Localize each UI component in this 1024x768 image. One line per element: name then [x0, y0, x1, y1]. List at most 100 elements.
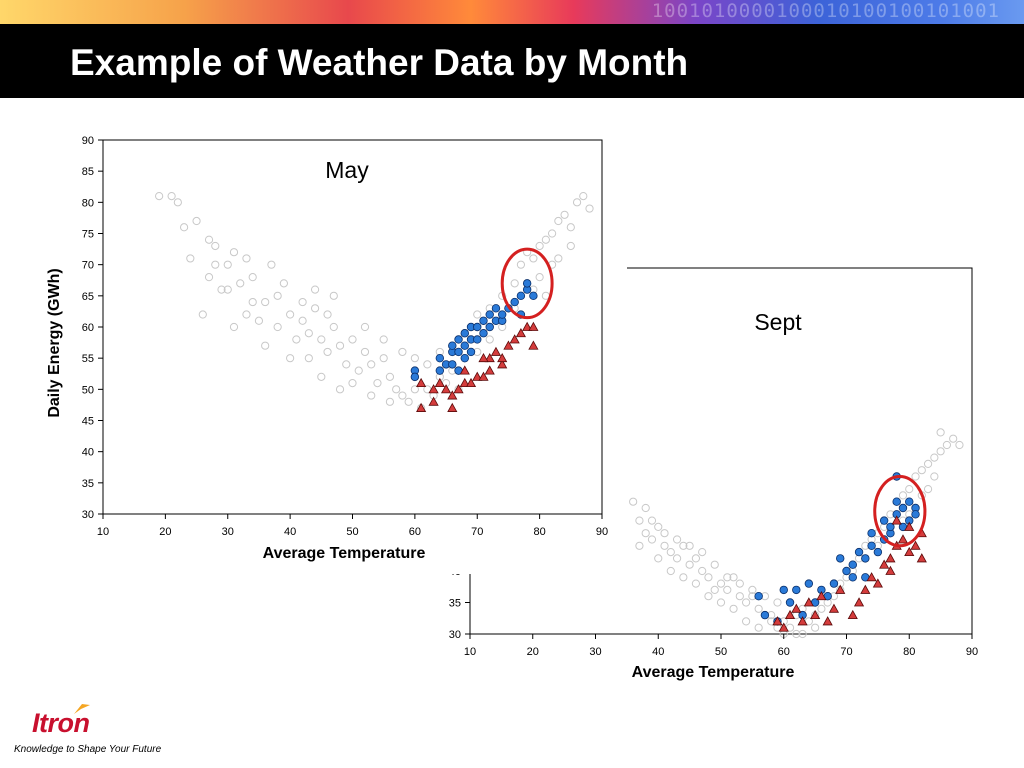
may-point-all-days: [179, 223, 189, 232]
may-point-all-days: [304, 354, 313, 363]
may-point-all-days: [204, 235, 214, 244]
sept-highlight-circle: [873, 475, 927, 548]
may-point-all-days: [211, 260, 220, 269]
may-point-all-days: [242, 310, 251, 319]
sept-point-all-days: [672, 535, 682, 544]
sept-point-all-days: [685, 560, 694, 569]
sept-point-all-days: [698, 566, 707, 576]
may-point-all-days: [273, 291, 282, 300]
sept-point-all-days: [723, 585, 732, 595]
may-point-all-days: [304, 329, 313, 338]
may-point-red: [509, 334, 520, 344]
sept-point-all-days: [798, 629, 807, 639]
may-point-all-days: [579, 192, 588, 201]
sept-point-blue: [779, 585, 788, 595]
sept-point-all-days: [716, 598, 726, 607]
may-point-all-days: [379, 335, 388, 344]
may-point-all-days: [335, 341, 345, 350]
sept-point-blue: [861, 554, 870, 563]
may-point-blue: [485, 310, 494, 319]
may-point-blue: [485, 322, 494, 332]
may-y-tick-label: 90: [82, 135, 94, 147]
may-point-blue: [529, 291, 538, 301]
may-point-all-days: [229, 248, 239, 257]
sept-point-blue: [754, 592, 763, 601]
sept-point-red: [853, 597, 865, 607]
sept-point-red: [810, 609, 821, 620]
may-point-red: [528, 340, 539, 350]
may-point-blue: [516, 291, 526, 301]
may-point-red: [497, 352, 508, 363]
may-point-all-days: [566, 241, 575, 251]
sept-data-points: [629, 428, 964, 639]
may-x-tick-label: 50: [346, 526, 358, 538]
may-point-all-days: [229, 322, 239, 332]
may-point-all-days: [261, 341, 270, 350]
may-point-red: [484, 365, 495, 375]
may-point-all-days: [292, 335, 301, 344]
sept-point-blue: [842, 566, 851, 576]
sept-point-all-days: [635, 516, 644, 525]
may-y-axis-title: Daily Energy (GWh): [46, 268, 63, 417]
sept-point-all-days: [710, 585, 719, 595]
sept-point-all-days: [647, 535, 657, 544]
sept-x-tick-label: 90: [966, 646, 978, 658]
may-point-red: [528, 321, 539, 331]
sept-point-all-days: [654, 554, 663, 563]
sept-point-all-days: [635, 541, 644, 550]
may-x-tick-label: 70: [471, 526, 483, 538]
sept-point-red: [897, 534, 909, 544]
sept-point-blue: [886, 522, 895, 532]
sept-point-red: [784, 609, 796, 620]
sept-point-red: [904, 546, 915, 557]
sept-point-blue: [829, 579, 839, 588]
sept-point-all-days: [748, 585, 757, 595]
sept-point-all-days: [942, 440, 952, 450]
may-point-all-days: [541, 235, 550, 244]
sept-point-blue: [785, 598, 795, 607]
may-point-blue: [454, 347, 463, 357]
sept-x-axis-title: Average Temperature: [632, 664, 795, 681]
may-point-blue: [473, 322, 482, 332]
may-plot-area: [102, 139, 603, 515]
sept-point-all-days: [691, 554, 701, 563]
may-point-red: [447, 402, 458, 412]
may-point-all-days: [310, 304, 320, 313]
may-point-all-days: [367, 391, 376, 400]
sept-point-all-days: [792, 629, 801, 639]
logo-tagline: Knowledge to Shape Your Future: [14, 744, 162, 755]
sept-point-all-days: [955, 440, 964, 450]
may-point-red: [416, 377, 427, 388]
may-y-tick-label: 35: [82, 478, 94, 490]
sept-point-blue: [867, 529, 876, 538]
sept-point-red: [904, 521, 915, 531]
may-point-red: [497, 359, 508, 369]
may-y-tick-label: 75: [82, 229, 94, 241]
may-point-blue: [479, 316, 488, 325]
may-point-all-days: [167, 192, 176, 201]
may-x-axis-title: Average Temperature: [263, 545, 426, 562]
may-point-all-days: [223, 260, 232, 269]
sept-point-all-days: [811, 623, 820, 632]
sept-point-blue: [836, 554, 845, 563]
may-x-tick-label: 90: [596, 526, 608, 538]
may-point-all-days: [286, 354, 295, 363]
may-point-red: [522, 321, 533, 331]
may-point-all-days: [566, 223, 575, 232]
sept-x-tick-label: 10: [464, 646, 476, 658]
sept-point-all-days: [754, 604, 763, 613]
may-point-all-days: [485, 335, 494, 344]
may-point-all-days: [317, 372, 326, 381]
may-point-all-days: [385, 397, 395, 406]
sept-point-red: [835, 584, 846, 594]
may-point-all-days: [279, 279, 288, 288]
may-point-all-days: [155, 192, 164, 201]
may-point-all-days: [198, 310, 207, 319]
chart-may: 10 20 30 40 50 60 70 80 90 30 35 40 45 50 55 60 65 70 75 80…: [0, 126, 627, 574]
may-point-all-days: [248, 273, 257, 282]
may-point-blue: [460, 353, 469, 363]
may-x-tick-label: 30: [222, 526, 234, 538]
may-point-blue: [448, 360, 457, 369]
sept-point-all-days: [641, 503, 650, 513]
may-point-all-days: [217, 285, 226, 294]
